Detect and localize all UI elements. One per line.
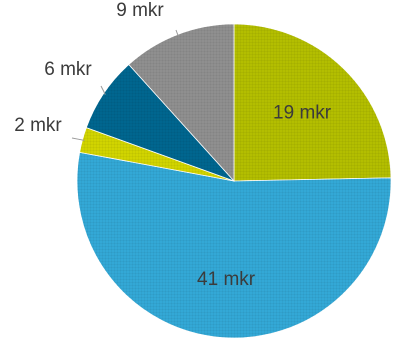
pie-slices (76, 23, 392, 339)
pie-slice-texture-2 (77, 152, 392, 338)
pie-label-2: 41 mkr (197, 269, 256, 290)
pie-leader-line-3 (71, 137, 85, 141)
pie-leader-lines (71, 29, 179, 141)
pie-slice-texture-3 (79, 127, 234, 181)
pie-slice-texture-1 (234, 23, 391, 181)
pie-leader-line-4 (100, 85, 106, 95)
pie-label-5: 9 mkr (116, 0, 164, 21)
pie-leader-line-5 (175, 29, 179, 37)
pie-labels: 19 mkr 41 mkr 2 mkr 6 mkr 9 mkr (14, 0, 332, 290)
pie-label-3: 2 mkr (14, 115, 62, 136)
pie-label-4: 6 mkr (44, 59, 92, 80)
pie-slice-texture-4 (86, 64, 234, 181)
pie-slice-texture-5 (128, 24, 234, 181)
pie-label-1: 19 mkr (273, 103, 332, 124)
